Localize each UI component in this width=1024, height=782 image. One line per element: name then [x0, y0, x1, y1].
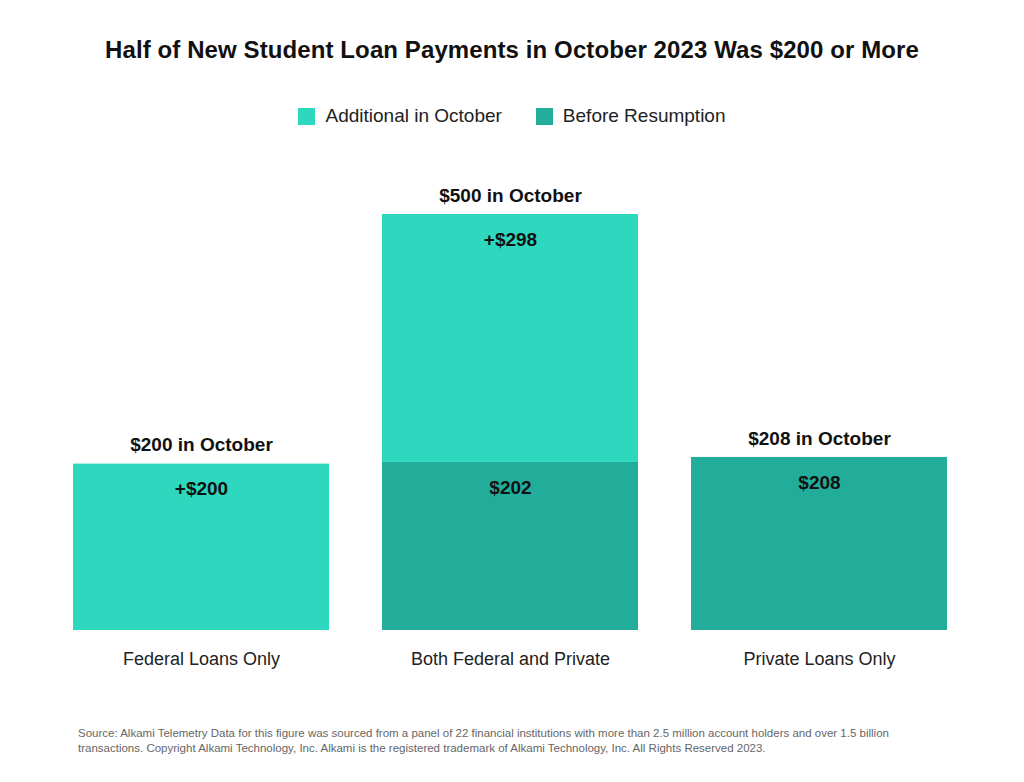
html-text:Additional in October: Additional in October — [325, 105, 502, 126]
svg-text:$208 in October: $208 in October — [748, 428, 891, 449]
svg-text:+$298: +$298 — [484, 229, 537, 250]
html-text:Half of New Student Loan Payme: Half of New Student Loan Payments in Oct… — [105, 36, 919, 63]
svg-text:+$200: +$200 — [175, 478, 228, 499]
svg-text:$500 in October: $500 in October — [439, 185, 582, 206]
svg-text:Both Federal and Private: Both Federal and Private — [411, 649, 610, 669]
svg-text:Private Loans Only: Private Loans Only — [743, 649, 895, 669]
html-text:Before Resumption: Before Resumption — [562, 105, 726, 126]
svg-text:Federal Loans Only: Federal Loans Only — [123, 649, 280, 669]
svg-text:$202: $202 — [489, 477, 531, 498]
svg-text:$208: $208 — [798, 472, 840, 493]
svg-text:$200 in October: $200 in October — [130, 434, 273, 455]
html-text:Source: Alkami Telemetry Data: Source: Alkami Telemetry Data for this f… — [78, 727, 889, 754]
